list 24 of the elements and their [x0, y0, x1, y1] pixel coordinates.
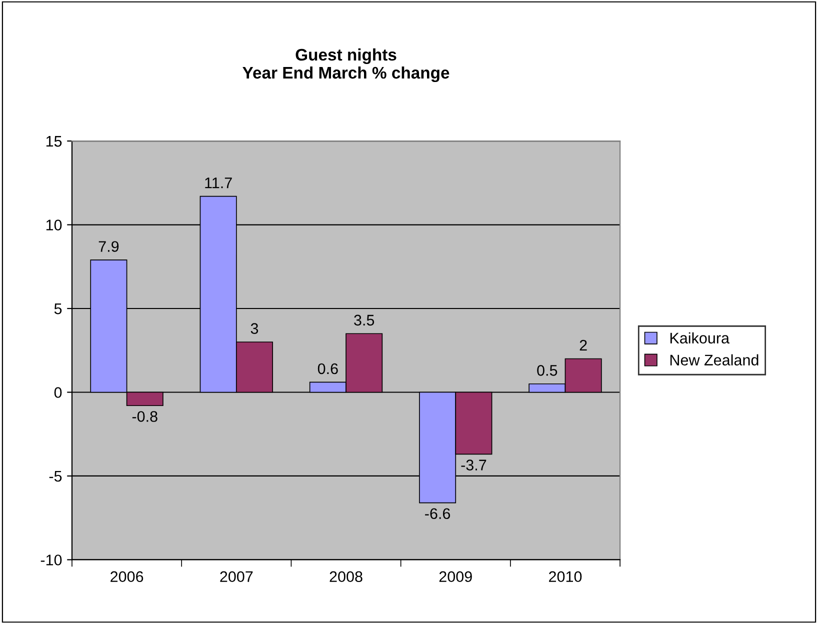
data-label: 3: [250, 323, 258, 334]
legend-label: New Zealand: [670, 354, 758, 366]
data-label: -0.8: [132, 411, 158, 422]
data-label: -3.7: [461, 460, 486, 470]
data-label: 2: [580, 340, 587, 351]
y-tick-label: 5: [54, 304, 62, 314]
x-tick-label: 2010: [549, 571, 582, 582]
data-label: -6.6: [425, 508, 450, 520]
x-tick-label: 2009: [439, 571, 472, 582]
data-label: 11.7: [205, 178, 232, 188]
y-tick-label: -5: [49, 471, 62, 482]
legend-label: Kaikoura: [670, 332, 730, 344]
data-label: 7.9: [98, 241, 119, 252]
y-tick-label: 15: [46, 136, 62, 147]
y-tick-label: 0: [54, 387, 62, 398]
y-tick-label: -10: [40, 554, 62, 566]
y-tick-label: 10: [46, 220, 62, 230]
x-tick-label: 2006: [110, 571, 144, 582]
data-label: 3.5: [354, 314, 374, 326]
chart-title: Guest nights Year End March % change: [242, 48, 450, 82]
x-tick-label: 2008: [330, 571, 362, 582]
data-label: 0.5: [537, 365, 558, 376]
data-label: 0.6: [318, 363, 338, 374]
x-tick-label: 2007: [220, 571, 253, 582]
